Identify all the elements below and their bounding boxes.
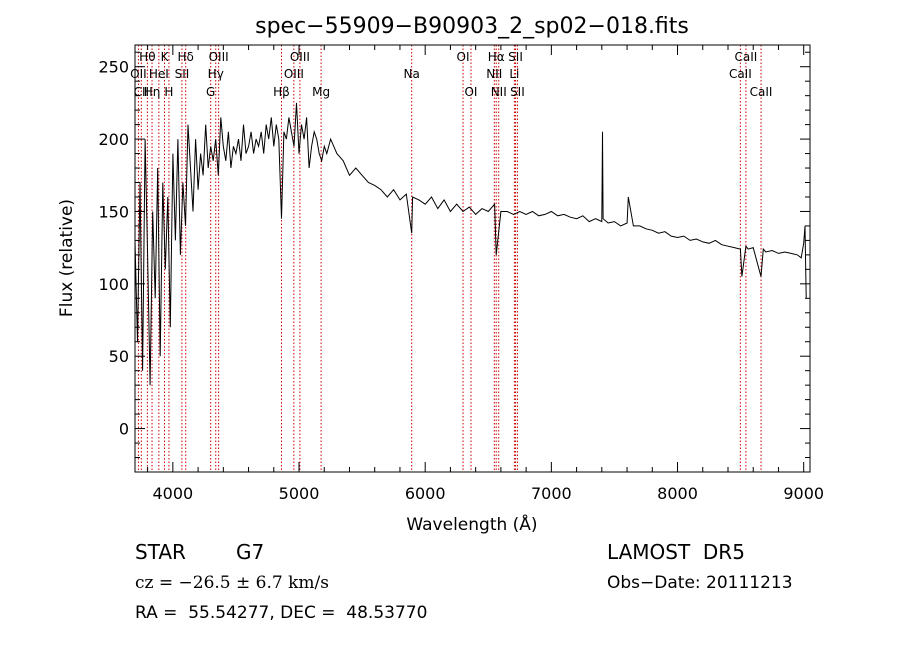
line-marker-label: SII (175, 67, 190, 81)
x-axis-label: Wavelength (Å) (406, 513, 537, 535)
line-marker-label: Hβ (273, 85, 290, 99)
y-tick-label: 250 (98, 58, 129, 77)
plot-frame (134, 44, 811, 473)
line-marker-label: HeI (149, 67, 169, 81)
line-marker-label: SII (508, 50, 523, 64)
y-axis-label: Flux (relative) (57, 199, 77, 317)
line-marker-label: CaII (750, 85, 773, 99)
chart-title: spec−55909−B90903_2_sp02−018.fits (255, 14, 689, 39)
x-tick-label: 8000 (657, 484, 698, 503)
line-marker-label: NII (486, 67, 502, 81)
x-tick-label: 7000 (531, 484, 572, 503)
line-marker-label: OIII (209, 50, 229, 64)
line-marker-label: Mg (312, 85, 330, 99)
observation-date: Obs−Date: 20111213 (607, 573, 793, 593)
line-marker-label: Hδ (178, 50, 194, 64)
spectral-line-markers (137, 45, 762, 472)
x-axis-ticks: 4000 5000 6000 7000 8000 9000 (147, 45, 824, 503)
y-tick-label: 0 (119, 420, 129, 439)
line-marker-label: OIII (284, 67, 304, 81)
y-axis-ticks: 0 50 100 150 200 250 (98, 51, 810, 459)
y-tick-label: 100 (98, 275, 129, 294)
line-marker-label: SII (510, 85, 525, 99)
y-tick-label: 150 (98, 202, 129, 221)
survey-name: LAMOST DR5 (607, 540, 745, 564)
line-marker-label: G (206, 85, 215, 99)
redshift-velocity: cz = −26.5 ± 6.7 km/s (135, 573, 329, 593)
x-tick-label: 9000 (783, 484, 824, 503)
object-subclass: G7 (236, 540, 265, 564)
line-marker-label: OII (130, 67, 147, 81)
x-tick-label: 6000 (405, 484, 446, 503)
line-marker-label: NII (491, 85, 507, 99)
line-marker-label: CaII (735, 50, 758, 64)
line-marker-label: K (161, 50, 170, 64)
line-marker-label: OIII (290, 50, 310, 64)
coordinates: RA = 55.54277, DEC = 48.53770 (135, 603, 428, 623)
spectral-line-labels: OIICIIHθHηHeIKHSIIHδGHγOIIIHβOIIIOIIIMgN… (130, 50, 772, 99)
y-tick-label: 50 (109, 347, 129, 366)
line-marker-label: Li (509, 67, 519, 81)
y-tick-label: 200 (98, 130, 129, 149)
spectrum-line (134, 102, 807, 386)
object-class: STAR (135, 540, 186, 564)
line-marker-label: OI (464, 85, 477, 99)
line-marker-label: H (164, 85, 173, 99)
x-tick-label: 5000 (279, 484, 320, 503)
line-marker-label: Na (404, 67, 420, 81)
x-tick-label: 4000 (152, 484, 193, 503)
line-marker-label: Hη (144, 85, 161, 99)
line-marker-label: Hγ (208, 67, 224, 81)
line-marker-label: CaII (729, 67, 752, 81)
line-marker-label: OI (457, 50, 470, 64)
line-marker-label: Hθ (139, 50, 155, 64)
line-marker-label: Hα (488, 50, 505, 64)
